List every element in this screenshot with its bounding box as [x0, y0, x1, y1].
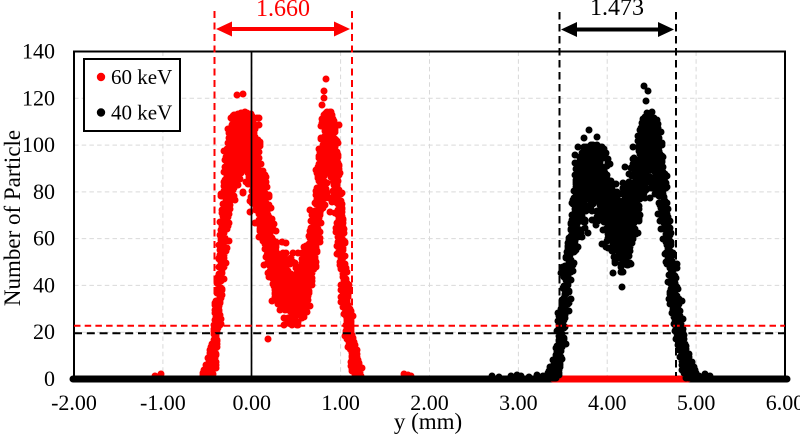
svg-text:1.660: 1.660: [256, 0, 310, 22]
svg-text:6.00: 6.00: [766, 390, 800, 415]
svg-text:-1.00: -1.00: [140, 390, 186, 415]
svg-text:100: 100: [22, 132, 55, 157]
svg-text:0.00: 0.00: [233, 390, 272, 415]
svg-text:80: 80: [33, 179, 55, 204]
svg-text:40: 40: [33, 272, 55, 297]
svg-text:3.00: 3.00: [499, 390, 538, 415]
svg-text:60 keV: 60 keV: [111, 65, 172, 89]
svg-text:40 keV: 40 keV: [111, 101, 172, 125]
svg-text:y (mm): y (mm): [394, 409, 462, 434]
svg-text:60: 60: [33, 226, 55, 251]
svg-text:-2.00: -2.00: [51, 390, 97, 415]
svg-text:140: 140: [22, 39, 55, 64]
svg-text:0: 0: [44, 366, 55, 391]
svg-text:1.473: 1.473: [590, 0, 644, 21]
svg-text:4.00: 4.00: [588, 390, 627, 415]
svg-text:2.00: 2.00: [410, 390, 449, 415]
svg-text:20: 20: [33, 319, 55, 344]
svg-text:1.00: 1.00: [321, 390, 360, 415]
svg-text:Number of Particle: Number of Particle: [0, 130, 25, 306]
svg-text:120: 120: [22, 85, 55, 110]
svg-text:5.00: 5.00: [677, 390, 716, 415]
